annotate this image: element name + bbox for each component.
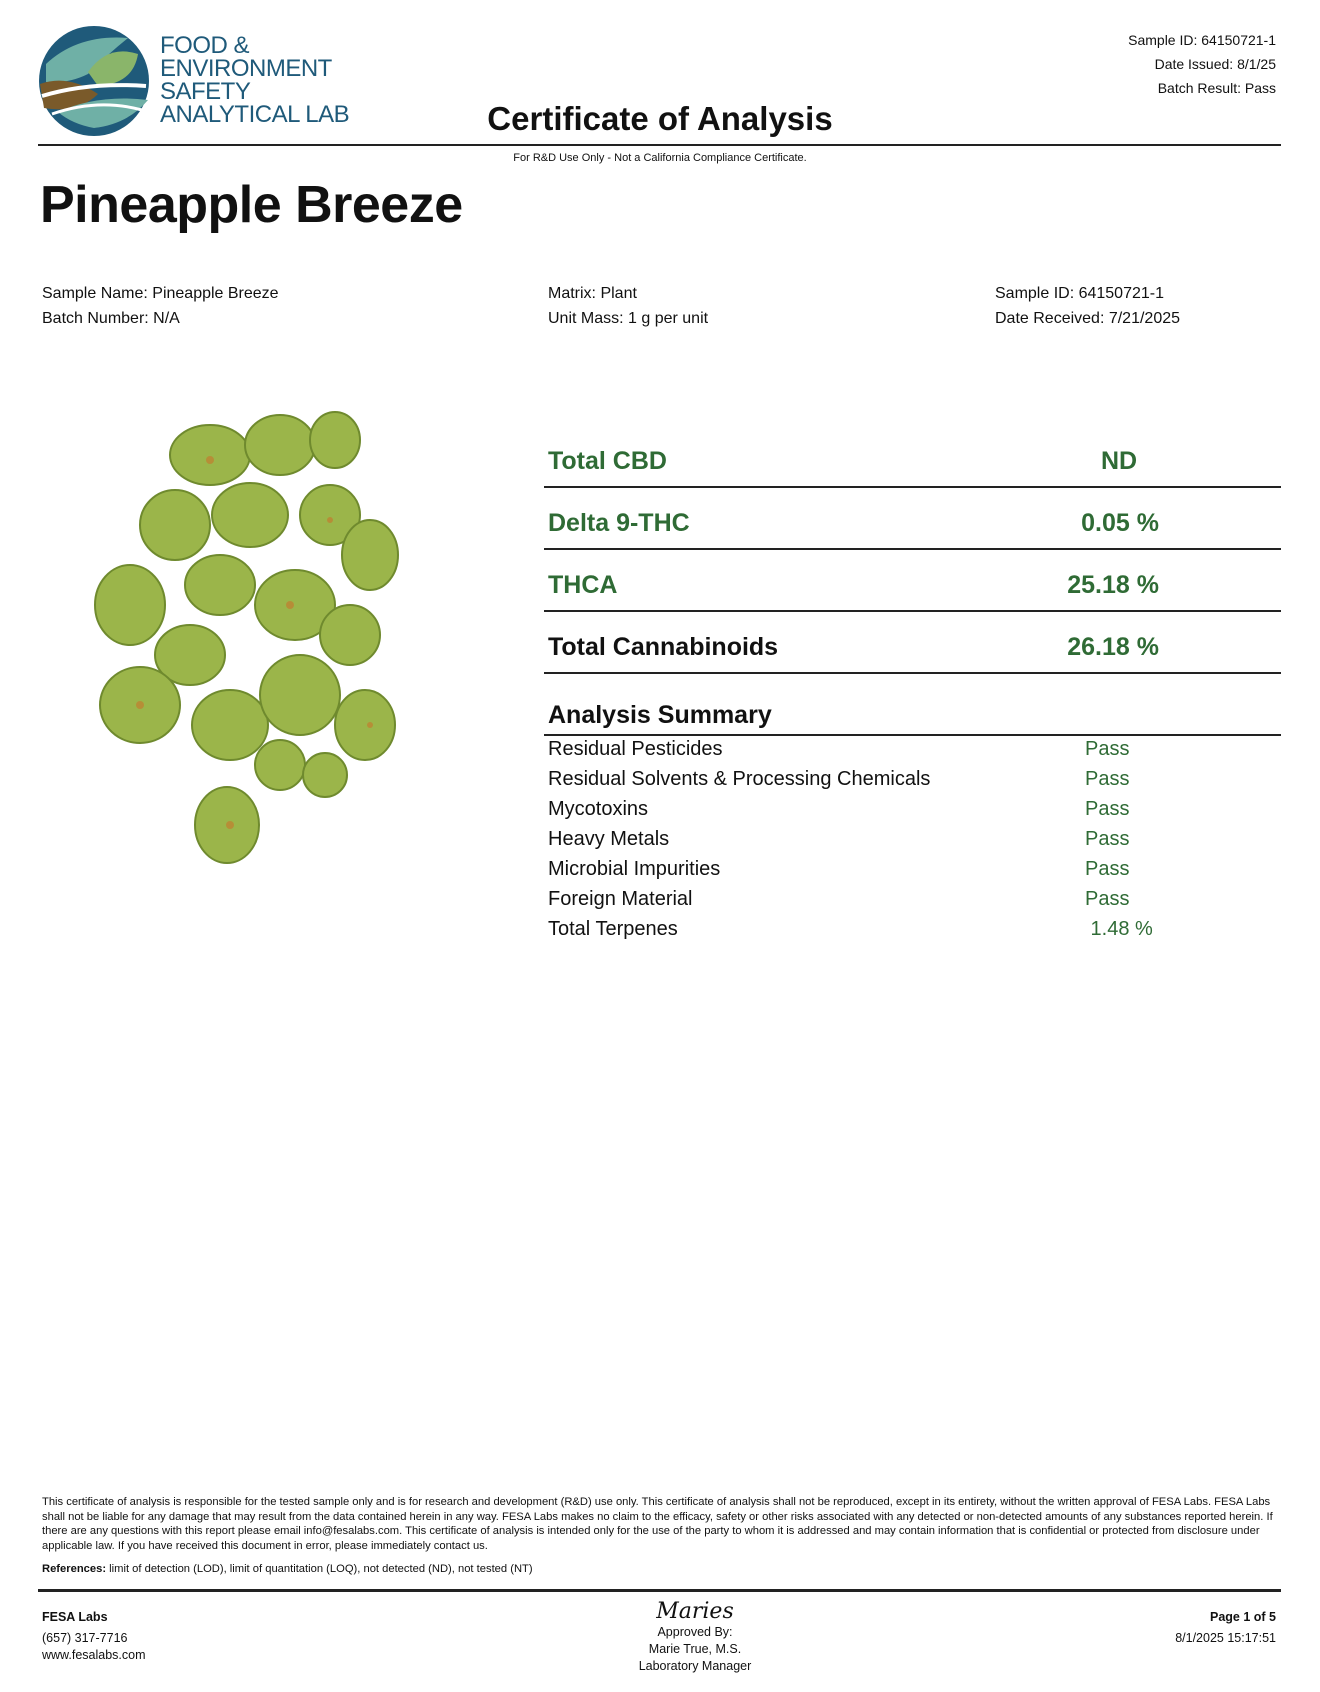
summary-value: Pass <box>1085 888 1130 910</box>
result-label: THCA <box>548 571 618 599</box>
result-row-total-cbd: Total CBD ND <box>544 424 1281 488</box>
summary-label: Foreign Material <box>548 888 693 910</box>
result-value: 25.18 % <box>1067 571 1159 599</box>
footer-company: FESA Labs <box>42 1610 108 1624</box>
footer-page-info: Page 1 of 5 8/1/2025 15:17:51 <box>1175 1609 1276 1647</box>
disclaimer: This certificate of analysis is responsi… <box>42 1496 1273 1552</box>
result-label: Total Cannabinoids <box>548 633 779 661</box>
batch-number: Batch Number: N/A <box>42 310 180 327</box>
logo-line: ANALYTICAL LAB <box>160 101 350 128</box>
logo-line: FOOD & <box>160 32 250 59</box>
footer-contact: FESA Labs (657) 317-7716 www.fesalabs.co… <box>42 1609 146 1664</box>
summary-label: Residual Pesticides <box>548 738 723 760</box>
result-row-total-cannabinoids: Total Cannabinoids 26.18 % <box>544 610 1281 674</box>
page-number: Page 1 of 5 <box>1210 1610 1276 1624</box>
summary-value: Pass <box>1085 858 1130 880</box>
info-col-3: Sample ID: 64150721-1 Date Received: 7/2… <box>995 281 1180 331</box>
summary-label: Residual Solvents & Processing Chemicals <box>548 768 931 790</box>
compliance-note: For R&D Use Only - Not a California Comp… <box>513 152 807 164</box>
header-date-issued: Date Issued: 8/1/25 <box>1154 56 1276 72</box>
footer-timestamp: 8/1/2025 15:17:51 <box>1175 1631 1276 1645</box>
summary-item: Residual Pesticides Pass <box>548 738 1281 768</box>
info-col-2: Matrix: Plant Unit Mass: 1 g per unit <box>548 281 708 331</box>
approver-title: Laboratory Manager <box>638 1659 752 1673</box>
info-col-1: Sample Name: Pineapple Breeze Batch Numb… <box>42 281 279 331</box>
summary-item: Microbial Impurities Pass <box>548 858 1281 888</box>
summary-item: Total Terpenes 1.48 % <box>548 918 1281 948</box>
summary-label: Heavy Metals <box>548 828 670 850</box>
header-divider <box>38 144 1281 146</box>
summary-item: Mycotoxins Pass <box>548 798 1281 828</box>
references: References: limit of detection (LOD), li… <box>42 1563 533 1575</box>
header-sample-id: Sample ID: 64150721-1 <box>1128 32 1276 48</box>
summary-value: Pass <box>1085 738 1130 760</box>
summary-item: Foreign Material Pass <box>548 888 1281 918</box>
result-label: Delta 9-THC <box>548 509 690 537</box>
footer-divider <box>38 1589 1281 1592</box>
logo-wordmark: FOOD & ENVIRONMENT SAFETY ANALYTICAL LAB <box>160 32 350 128</box>
unit-mass: Unit Mass: 1 g per unit <box>548 310 709 327</box>
fesa-logo-icon <box>39 26 149 136</box>
summary-label: Microbial Impurities <box>548 858 721 880</box>
header-meta: Sample ID: 64150721-1 Date Issued: 8/1/2… <box>1128 28 1276 100</box>
result-row-thca: THCA 25.18 % <box>544 548 1281 612</box>
analysis-summary-heading: Analysis Summary <box>544 698 1281 736</box>
matrix: Matrix: Plant <box>548 285 637 302</box>
summary-item: Residual Solvents & Processing Chemicals… <box>548 768 1281 798</box>
summary-value: Pass <box>1085 798 1130 820</box>
result-value: 0.05 % <box>1081 509 1159 537</box>
summary-value: Pass <box>1085 828 1130 850</box>
sample-name: Sample Name: Pineapple Breeze <box>42 285 279 302</box>
signature: Maries <box>656 1599 734 1624</box>
result-value: ND <box>1100 447 1138 475</box>
references-label: References: <box>42 1563 107 1575</box>
date-received: Date Received: 7/21/2025 <box>995 310 1181 327</box>
approved-by-label: Approved By: <box>657 1625 733 1639</box>
approver-name: Marie True, M.S. <box>648 1642 742 1656</box>
footer-approval: Maries Approved By: Marie True, M.S. Lab… <box>595 1600 795 1675</box>
summary-label: Total Terpenes <box>548 918 678 940</box>
footer-website: www.fesalabs.com <box>42 1648 146 1662</box>
analysis-summary-title: Analysis Summary <box>548 701 772 729</box>
header-batch-result: Batch Result: Pass <box>1157 80 1276 96</box>
logo-line: ENVIRONMENT <box>160 55 332 82</box>
result-row-delta9-thc: Delta 9-THC 0.05 % <box>544 486 1281 550</box>
result-value: 26.18 % <box>1067 633 1159 661</box>
document-title: Certificate of Analysis <box>487 100 833 137</box>
product-name: Pineapple Breeze <box>40 176 463 234</box>
summary-value: Pass <box>1085 768 1130 790</box>
footer-phone: (657) 317-7716 <box>42 1631 128 1645</box>
summary-label: Mycotoxins <box>548 798 649 820</box>
logo-line: SAFETY <box>160 78 251 105</box>
product-photo <box>94 411 399 864</box>
info-sample-id: Sample ID: 64150721-1 <box>995 285 1164 302</box>
summary-value: 1.48 % <box>1085 918 1153 940</box>
references-text: limit of detection (LOD), limit of quant… <box>106 1563 533 1575</box>
result-label: Total CBD <box>548 447 667 475</box>
summary-item: Heavy Metals Pass <box>548 828 1281 858</box>
